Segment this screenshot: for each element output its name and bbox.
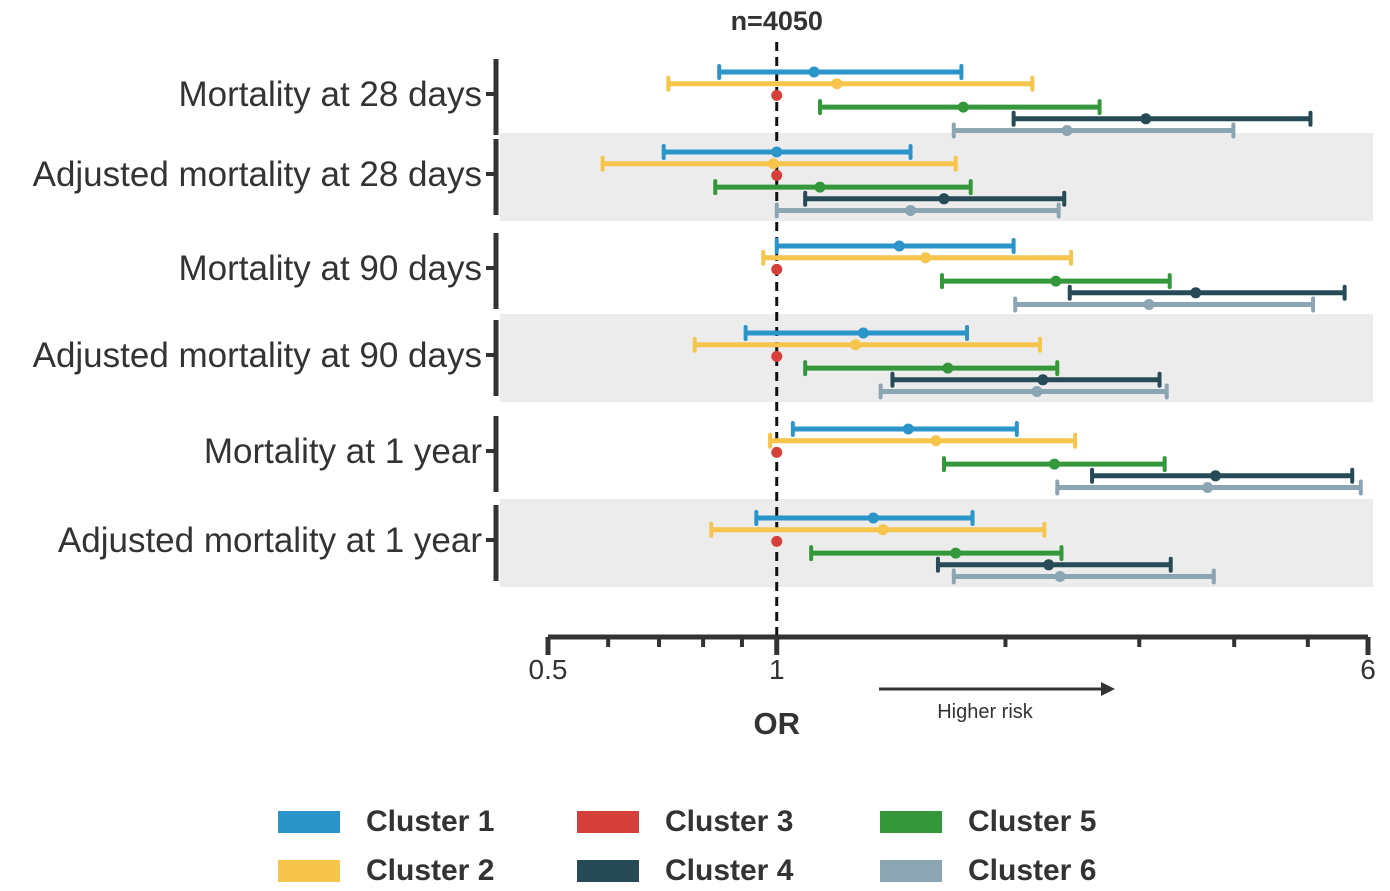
point-cluster-5 [814, 181, 826, 193]
point-cluster-4 [1037, 374, 1049, 386]
y-label-adjusted-mortality-at-90-days: Adjusted mortality at 90 days [33, 336, 482, 375]
legend-item-cluster-4: Cluster 4 [577, 851, 793, 891]
point-cluster-5 [957, 101, 969, 113]
point-cluster-2 [930, 435, 942, 447]
legend-item-cluster-6: Cluster 6 [880, 851, 1096, 891]
legend-item-cluster-1: Cluster 1 [278, 802, 494, 842]
y-label-mortality-at-1-year: Mortality at 1 year [204, 432, 482, 471]
point-cluster-1 [867, 512, 879, 524]
point-cluster-3 [771, 350, 783, 362]
x-tick-label: 6 [1360, 654, 1376, 685]
point-cluster-6 [1143, 299, 1155, 310]
legend-label-cluster-4: Cluster 4 [665, 854, 794, 887]
legend-swatch-cluster-1 [278, 811, 340, 833]
row-band-adjusted-mortality-at-1-year [500, 499, 1373, 587]
legend-label-cluster-3: Cluster 3 [665, 805, 794, 838]
point-cluster-3 [771, 535, 783, 547]
point-cluster-2 [767, 158, 779, 170]
point-cluster-1 [808, 66, 820, 78]
point-cluster-3 [771, 169, 783, 181]
point-cluster-5 [1048, 458, 1060, 470]
point-cluster-6 [905, 205, 917, 216]
point-cluster-6 [1054, 571, 1066, 582]
point-cluster-6 [1202, 482, 1214, 493]
point-cluster-4 [1043, 559, 1055, 571]
legend-label-cluster-6: Cluster 6 [968, 854, 1097, 887]
point-cluster-4 [938, 193, 950, 205]
point-cluster-1 [893, 240, 905, 252]
point-cluster-2 [850, 339, 862, 351]
point-cluster-2 [877, 524, 889, 536]
legend-item-cluster-2: Cluster 2 [278, 851, 494, 891]
legend-label-cluster-1: Cluster 1 [366, 805, 495, 838]
legend-swatch-cluster-3 [577, 811, 639, 833]
point-cluster-1 [857, 327, 869, 339]
point-cluster-4 [1210, 470, 1222, 482]
forest-plot: Mortality at 28 days Adjusted mortality a… [33, 6, 1376, 741]
legend-swatch-cluster-6 [880, 860, 942, 882]
point-cluster-3 [771, 446, 783, 458]
y-label-mortality-at-28-days: Mortality at 28 days [179, 75, 482, 114]
legend-label-cluster-2: Cluster 2 [366, 854, 495, 887]
x-tick-label: 1 [769, 654, 785, 685]
point-cluster-5 [942, 362, 954, 374]
row-band-adjusted-mortality-at-28-days [500, 133, 1373, 221]
point-cluster-4 [1140, 113, 1152, 125]
x-axis-title: OR [753, 706, 800, 741]
legend-label-cluster-5: Cluster 5 [968, 805, 1097, 838]
y-label-adjusted-mortality-at-1-year: Adjusted mortality at 1 year [58, 521, 482, 560]
point-cluster-5 [950, 547, 962, 559]
point-cluster-1 [902, 423, 914, 435]
row-band-adjusted-mortality-at-90-days [500, 314, 1373, 402]
point-cluster-2 [920, 252, 932, 264]
point-cluster-6 [1061, 125, 1073, 136]
y-label-mortality-at-90-days: Mortality at 90 days [179, 249, 482, 288]
legend: Cluster 1 Cluster 2 Cluster 3 Cluster 4 … [278, 800, 1138, 887]
legend-item-cluster-3: Cluster 3 [577, 802, 793, 842]
point-cluster-3 [771, 263, 783, 275]
point-cluster-1 [771, 146, 783, 158]
y-label-adjusted-mortality-at-28-days: Adjusted mortality at 28 days [33, 155, 482, 194]
point-cluster-5 [1050, 275, 1062, 287]
legend-item-cluster-5: Cluster 5 [880, 802, 1096, 842]
legend-swatch-cluster-4 [577, 860, 639, 882]
legend-swatch-cluster-5 [880, 811, 942, 833]
point-cluster-6 [1031, 386, 1043, 397]
point-cluster-2 [831, 78, 843, 90]
legend-swatch-cluster-2 [278, 860, 340, 882]
x-tick-label: 0.5 [529, 654, 568, 685]
higher-risk-annotation: Higher risk [937, 701, 1034, 723]
chart-title: n=4050 [731, 6, 823, 36]
point-cluster-3 [771, 89, 783, 101]
higher-risk-arrowhead [1101, 682, 1115, 696]
point-cluster-4 [1190, 287, 1202, 299]
